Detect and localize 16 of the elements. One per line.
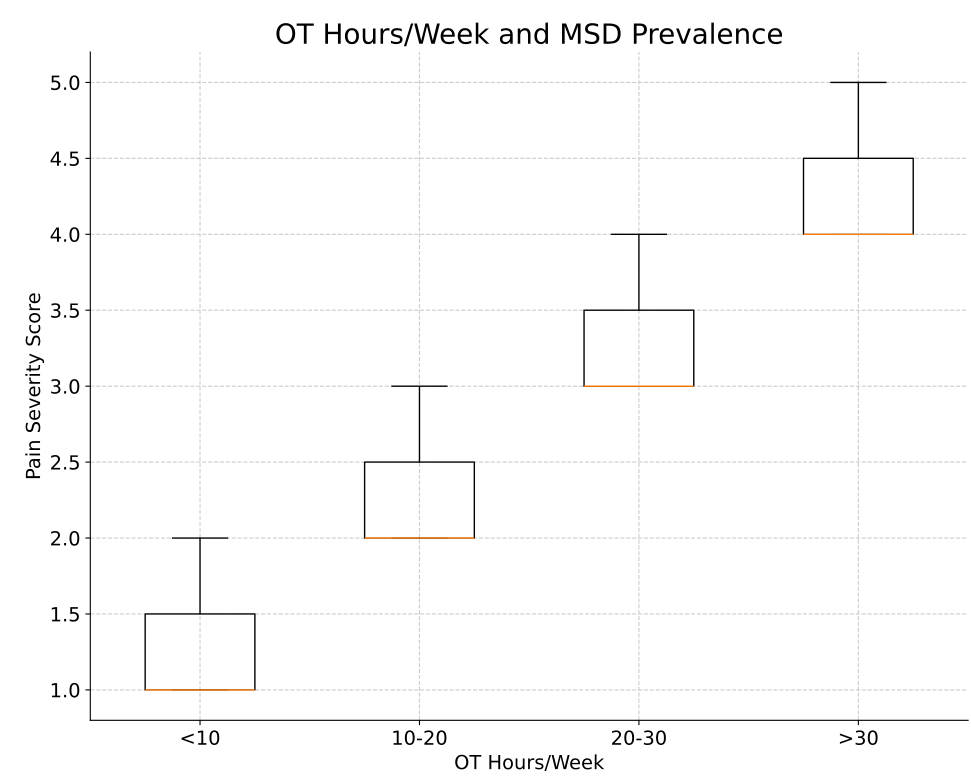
x-axis-title: OT Hours/Week [455,754,604,771]
chart-title: OT Hours/Week and MSD Prevalence [276,22,782,46]
y-tick-label: 3.5 [51,303,79,318]
y-tick-label: 4.0 [50,227,80,242]
x-tick-label: <10 [182,730,220,746]
y-tick-label: 3.0 [51,379,80,394]
y-tick-label: 1.5 [52,607,79,622]
y-tick-label: 4.5 [50,152,79,166]
y-tick-label: 2.5 [51,455,79,470]
x-tick-label: 10-20 [393,730,446,746]
x-tick-label: 20-30 [612,730,666,746]
y-axis-title: Pain Severity Score [25,293,44,478]
y-tick-label: 5.0 [51,75,80,90]
y-tick-label: 2.0 [51,530,80,546]
x-tick-label: >30 [840,730,878,746]
y-tick-label: 1.0 [52,682,80,698]
